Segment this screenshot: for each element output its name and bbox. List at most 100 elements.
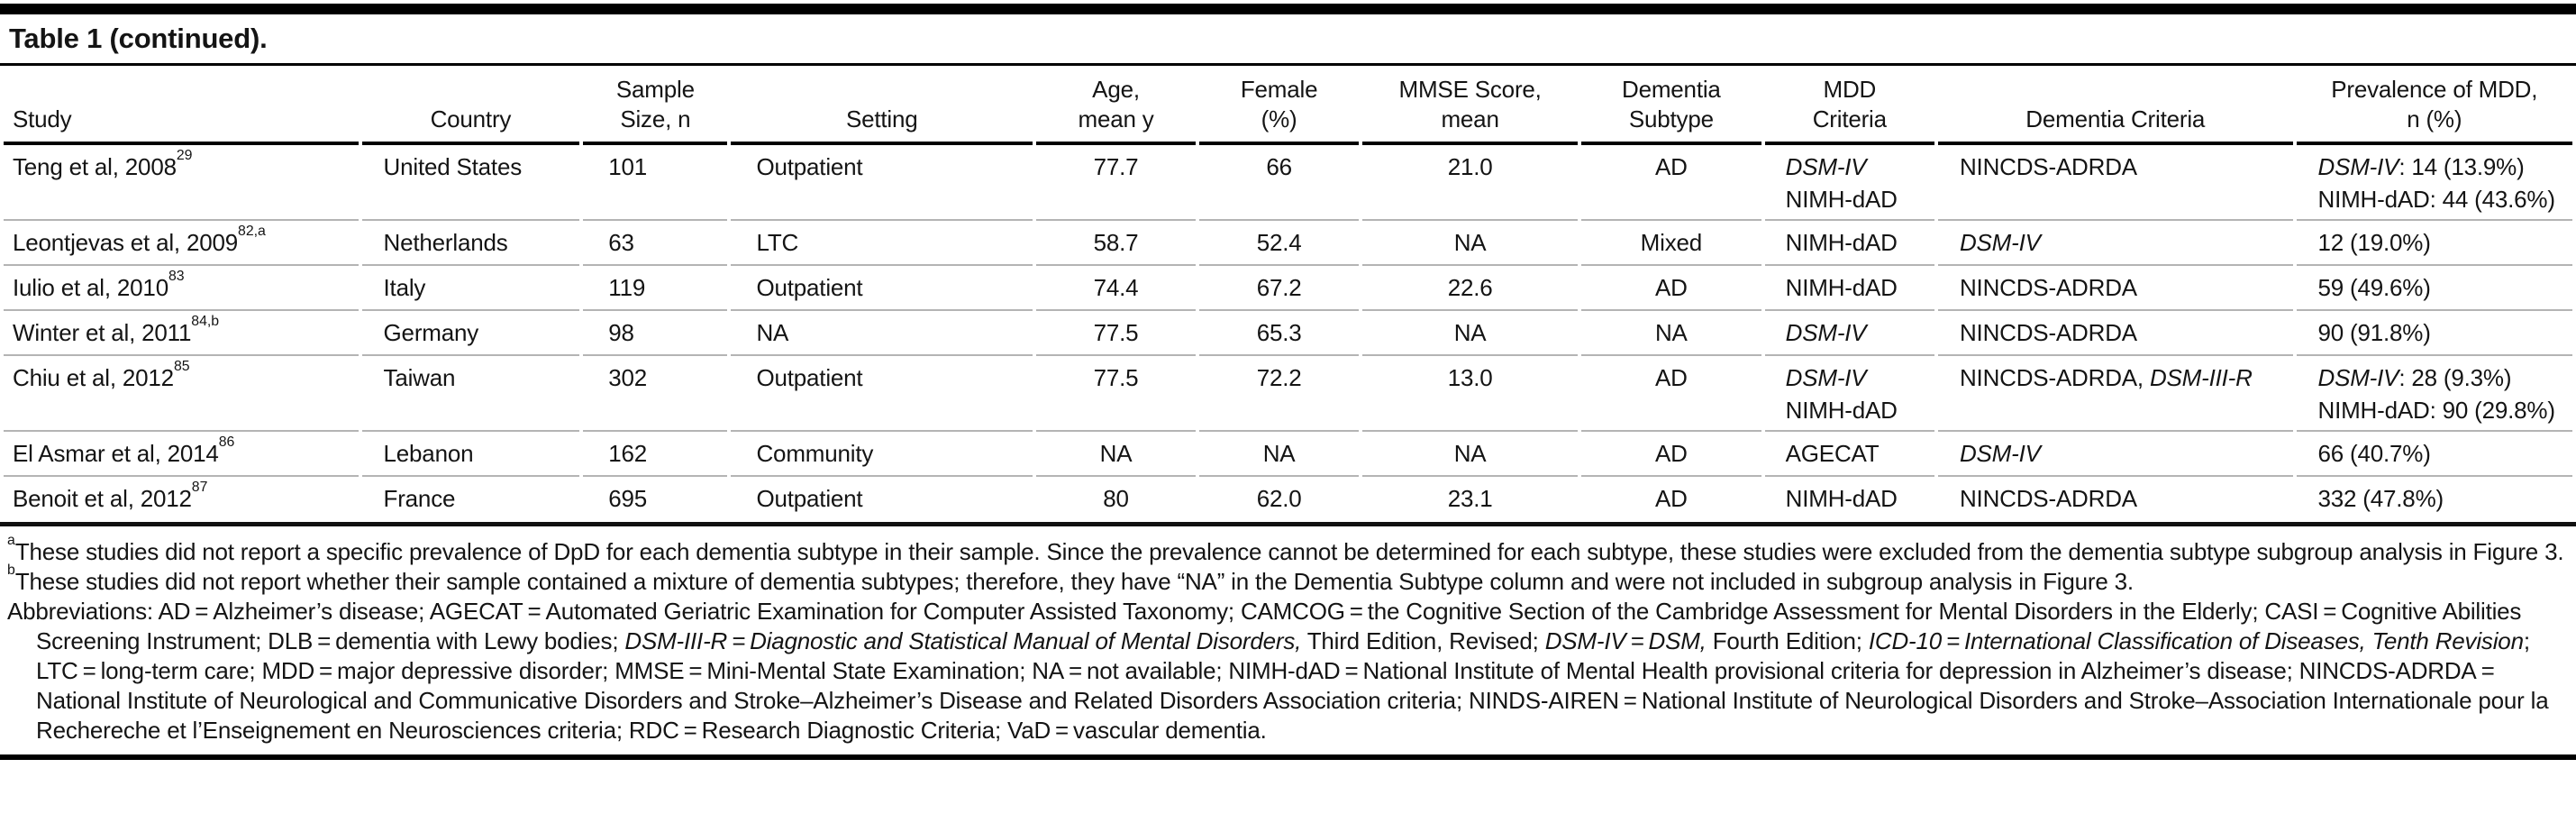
cell-line: AD [1581, 482, 1761, 515]
cell-line: MMSE Score, [1362, 75, 1578, 105]
text-segment: (%) [1261, 105, 1297, 133]
cell-sample: 98 [583, 311, 728, 356]
cell-line: 63 [608, 226, 727, 259]
text-segment: 67.2 [1256, 274, 1302, 301]
text-segment: 77.5 [1093, 364, 1139, 391]
cell-mmse: 23.1 [1362, 477, 1578, 522]
cell-line: AD [1581, 437, 1761, 470]
text-segment: AD [1654, 153, 1688, 180]
cell-line: 695 [608, 482, 727, 515]
text-segment: NINCDS-ADRDA [1959, 319, 2137, 346]
cell-line: 101 [608, 151, 727, 183]
text-segment: 77.7 [1093, 153, 1139, 180]
reference-superscript: 29 [176, 148, 193, 164]
text-segment: NIMH-dAD [1785, 229, 1898, 256]
cell-female: 72.2 [1199, 356, 1360, 432]
text-segment: Country [430, 105, 512, 133]
reference-superscript: 85 [173, 359, 190, 375]
column-header-prevalence: Prevalence of MDD, n (%) [2296, 66, 2573, 145]
cell-line: 66 [1199, 151, 1359, 183]
cell-dementia_criteria: NINCDS-ADRDA, DSM-III-R [1937, 356, 2293, 432]
text-segment: United States [383, 153, 523, 180]
cell-dementia_criteria: DSM-IV [1937, 432, 2293, 477]
cell-country: Lebanon [361, 432, 580, 477]
cell-line: Criteria [1765, 105, 1934, 134]
cell-line: Outpatient [756, 151, 1033, 183]
text-segment: Age, [1092, 76, 1140, 103]
text-segment: Study [13, 105, 72, 133]
footnote-b: bThese studies did not report whether th… [7, 563, 2567, 597]
cell-line: 12 (19.0%) [2318, 226, 2573, 259]
cell-line: AD [1581, 151, 1761, 183]
cell-female: 67.2 [1199, 266, 1360, 311]
text-segment: AGECAT [1785, 440, 1880, 467]
cell-line: 59 (49.6%) [2318, 271, 2573, 304]
table-row-leontjevas-2009: Leontjevas et al, 200982,a Netherlands 63 L… [4, 221, 2572, 266]
cell-line: AD [1581, 271, 1761, 304]
cell-age: 58.7 [1035, 221, 1197, 266]
cell-line: Lebanon [384, 437, 580, 470]
cell-prevalence: DSM-IV: 14 (13.9%) NIMH-dAD: 44 (43.6%) [2296, 145, 2572, 221]
cell-setting: NA [731, 311, 1033, 356]
cell-line: 65.3 [1199, 316, 1359, 349]
cell-line: NA [1362, 316, 1578, 349]
reference-superscript: 86 [218, 434, 235, 451]
cell-mdd: DSM-IV NIMH-dAD [1764, 145, 1934, 221]
abbreviations: Abbreviations: AD = Alzheimer’s disease;… [7, 597, 2567, 745]
text-segment: 119 [608, 274, 646, 301]
text-segment: Outpatient [756, 364, 863, 391]
text-segment: France [383, 485, 456, 512]
cell-prevalence: 59 (49.6%) [2296, 266, 2573, 311]
text-segment: NA [1453, 440, 1487, 467]
text-segment: Subtype [1628, 105, 1714, 133]
text-segment: NINCDS-ADRDA [1959, 274, 2137, 301]
cell-line: AGECAT [1786, 437, 1934, 470]
cell-study: El Asmar et al, 201486 [4, 432, 359, 477]
cell-line: DSM-IV [1786, 316, 1934, 349]
text-segment: 21.0 [1447, 153, 1493, 180]
text-segment: Teng et al, 2008 [13, 153, 177, 180]
cell-line: 72.2 [1199, 361, 1359, 394]
italic-text: DSM-III-R = Diagnostic and Statistical M… [624, 627, 1302, 654]
text-segment: 302 [608, 364, 648, 391]
cell-line: Country [362, 105, 580, 134]
cell-line: 302 [608, 361, 727, 394]
cell-line: NA [1362, 226, 1578, 259]
cell-mmse: NA [1362, 311, 1579, 356]
text-segment: These studies did not report whether the… [14, 568, 2134, 595]
column-header-mmse: MMSE Score, mean [1362, 66, 1579, 145]
text-segment: NA [1453, 319, 1487, 346]
cell-line: Taiwan [384, 361, 580, 394]
cell-line: NIMH-dAD: 90 (29.8%) [2318, 394, 2573, 426]
cell-dementia_criteria: DSM-IV [1937, 221, 2293, 266]
text-segment: Benoit et al, 2012 [13, 485, 192, 512]
cell-female: NA [1199, 432, 1360, 477]
text-segment: Netherlands [383, 229, 508, 256]
text-segment: 58.7 [1093, 229, 1139, 256]
cell-line: 52.4 [1199, 226, 1359, 259]
cell-line: n (%) [2297, 105, 2573, 134]
text-segment: NINCDS-ADRDA [1959, 153, 2137, 180]
cell-sample: 101 [583, 145, 728, 221]
cell-country: Italy [361, 266, 580, 311]
table-bottom-rule [0, 522, 2576, 526]
page-bottom-rule [0, 754, 2576, 760]
top-rule [0, 4, 2576, 14]
cell-line: 58.7 [1036, 226, 1196, 259]
cell-line: Chiu et al, 201285 [13, 359, 359, 394]
column-header-mdd: MDD Criteria [1764, 66, 1934, 145]
cell-line: 23.1 [1362, 482, 1578, 515]
text-segment: 80 [1103, 485, 1129, 512]
cell-age: 74.4 [1035, 266, 1197, 311]
cell-line: Benoit et al, 201287 [13, 480, 359, 515]
cell-line: NINCDS-ADRDA [1960, 151, 2293, 183]
cell-sample: 162 [583, 432, 728, 477]
cell-prevalence: 66 (40.7%) [2296, 432, 2572, 477]
table-row-winter-2011: Winter et al, 201184,b Germany 98 NA 77.5 65.… [4, 311, 2572, 356]
text-segment: NA [756, 319, 789, 346]
cell-line: France [384, 482, 580, 515]
text-segment: Third Edition, Revised; [1301, 627, 1545, 654]
text-segment: MMSE Score, [1398, 76, 1542, 103]
cell-line: DSM-IV [1960, 437, 2293, 470]
title-rule [0, 63, 2576, 66]
